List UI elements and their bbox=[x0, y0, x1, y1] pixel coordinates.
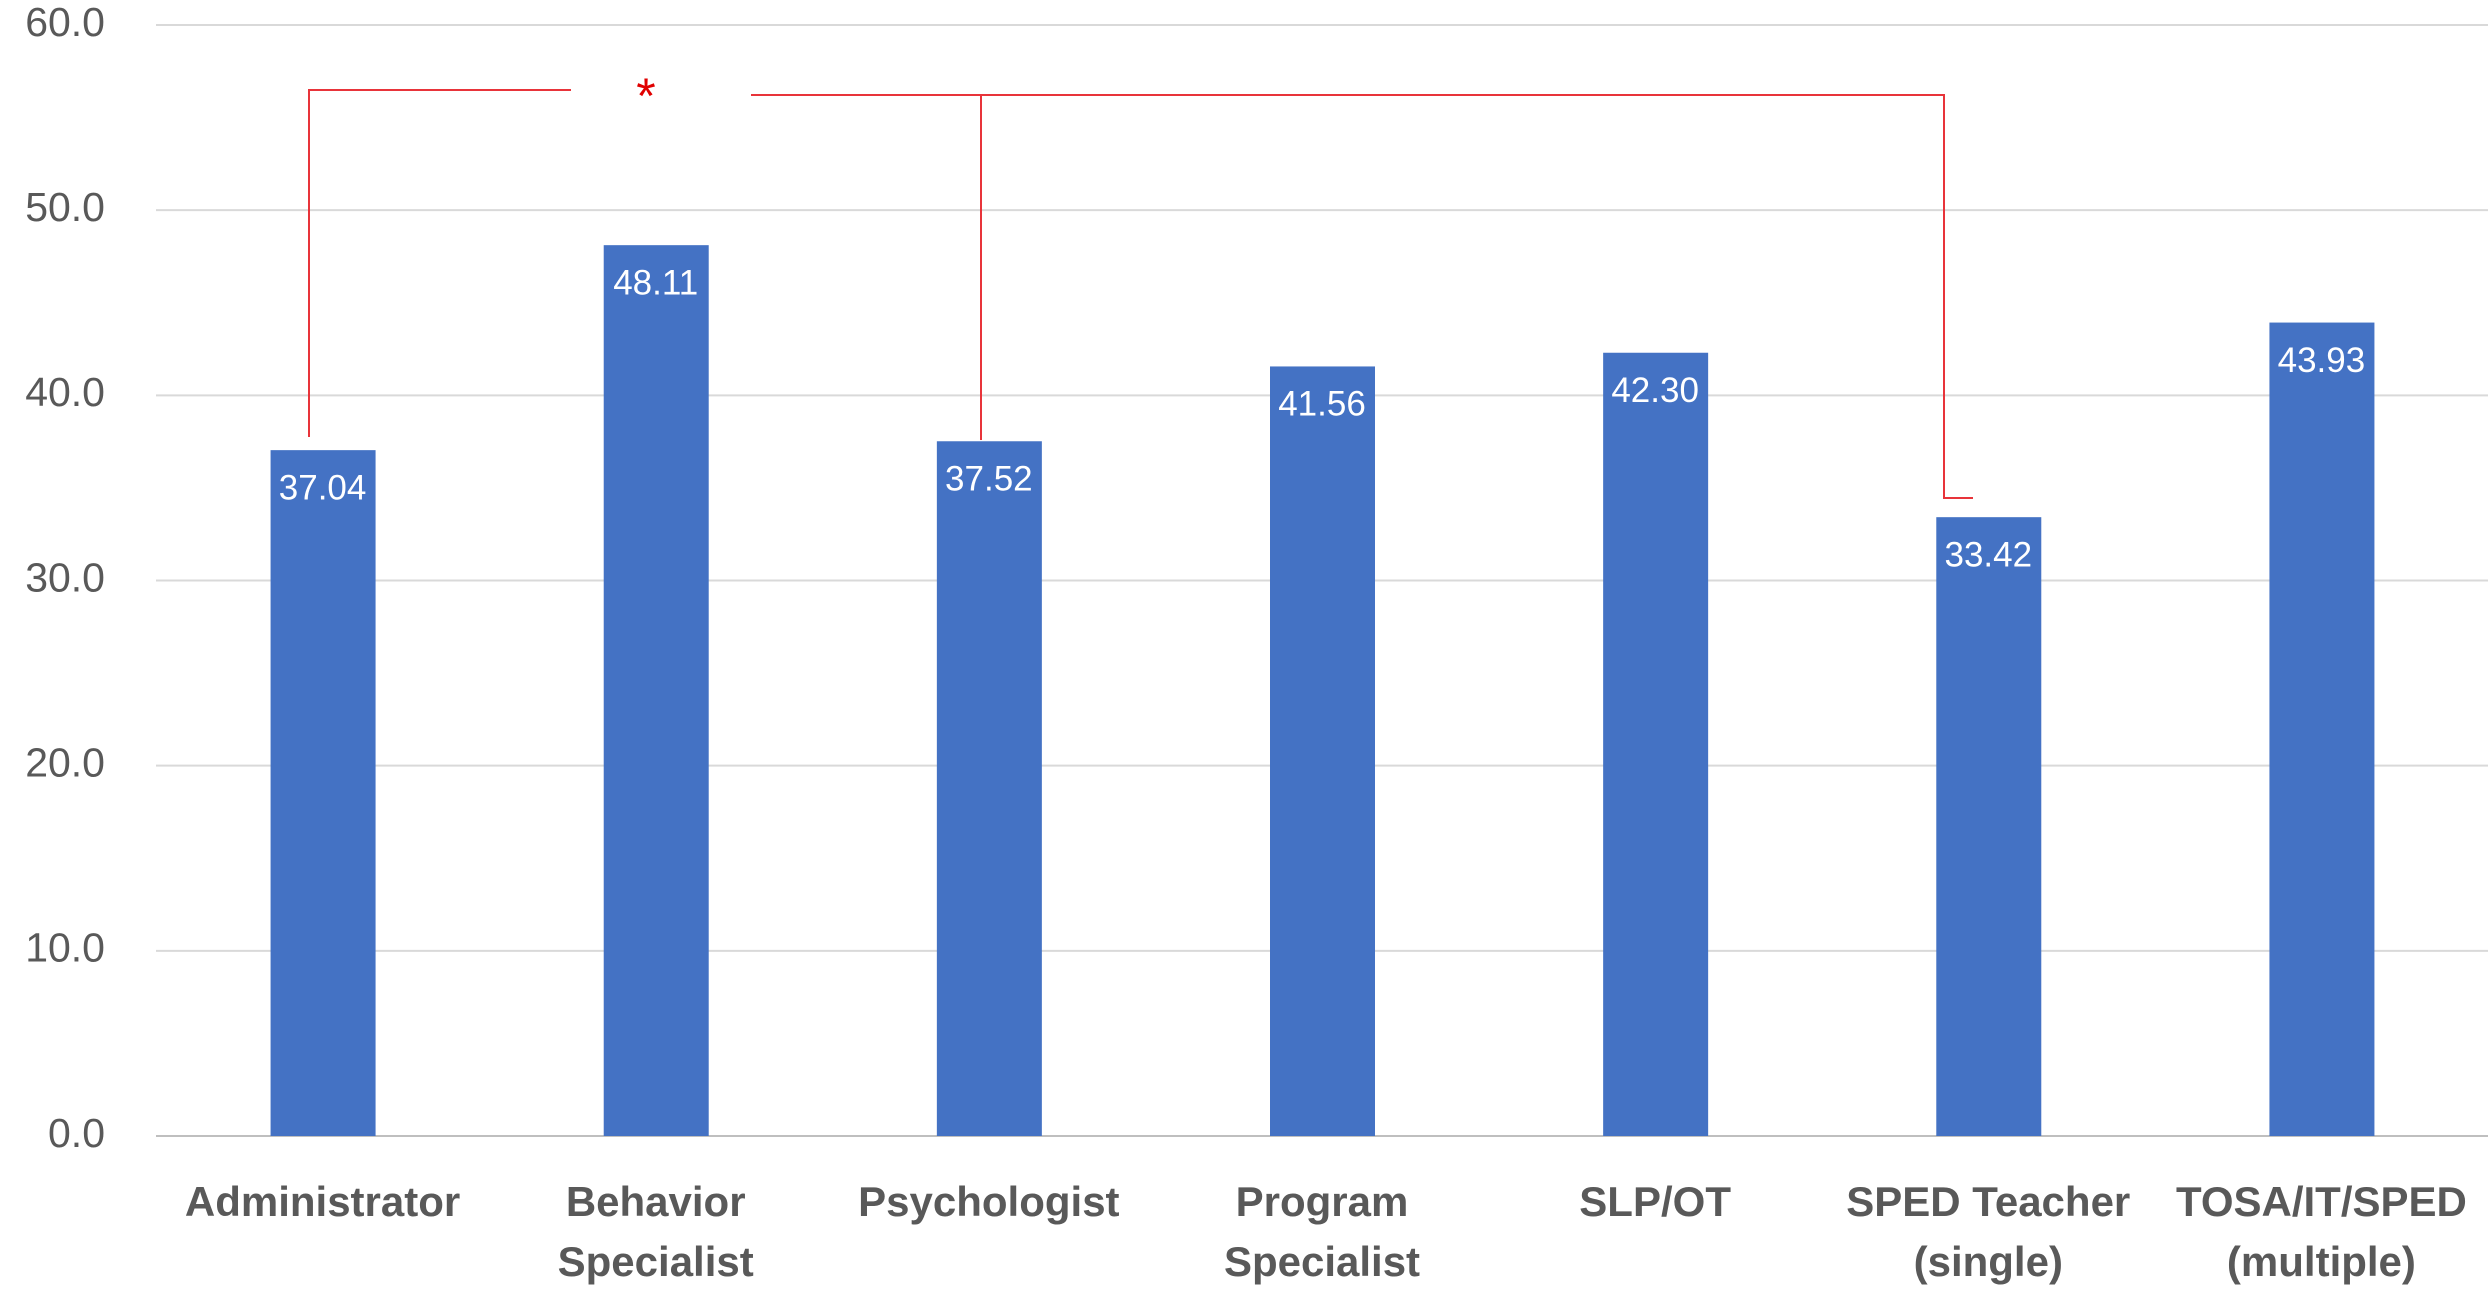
value-label: 37.52 bbox=[945, 460, 1033, 499]
y-tick-label: 0.0 bbox=[48, 1110, 105, 1156]
bar bbox=[936, 441, 1042, 1137]
bracket-line bbox=[751, 94, 1973, 499]
x-tick-label: Behavior Specialist bbox=[557, 1178, 754, 1285]
bar bbox=[2269, 322, 2375, 1136]
x-tick-label: Administrator bbox=[184, 1178, 461, 1225]
bar bbox=[1936, 517, 2042, 1136]
y-tick-label: 50.0 bbox=[25, 184, 105, 230]
y-tick-label: 60.0 bbox=[25, 0, 105, 45]
y-tick-label: 30.0 bbox=[25, 554, 105, 600]
x-tick-label: TOSA/IT/SPED (multiple) bbox=[2175, 1178, 2467, 1285]
value-label: 43.93 bbox=[2278, 341, 2366, 380]
x-tick-label: Psychologist bbox=[858, 1178, 1120, 1225]
y-tick-label: 20.0 bbox=[25, 739, 105, 785]
y-tick-label: 10.0 bbox=[25, 925, 105, 971]
plot: 0.0 10.0 20.0 30.0 40.0 50.0 60.0 37.04 48.11 37.… bbox=[25, 0, 2488, 1156]
x-tick-label: SPED Teacher (single) bbox=[1846, 1178, 2131, 1285]
value-label: 41.56 bbox=[1278, 385, 1366, 424]
annotation: * bbox=[636, 68, 655, 124]
x-tick-label: SLP/OT bbox=[1579, 1178, 1731, 1225]
bar bbox=[603, 245, 709, 1137]
bar bbox=[1603, 352, 1709, 1136]
value-label: 37.04 bbox=[279, 468, 367, 507]
significance-bracket bbox=[308, 89, 1973, 499]
bar bbox=[1270, 366, 1375, 1136]
bracket-line bbox=[308, 89, 571, 437]
value-label: 48.11 bbox=[613, 263, 698, 302]
x-tick-label: Program Specialist bbox=[1223, 1178, 1421, 1285]
value-label: 33.42 bbox=[1944, 535, 2032, 574]
bar bbox=[270, 450, 376, 1136]
y-tick-label: 40.0 bbox=[25, 369, 105, 415]
value-label: 42.30 bbox=[1611, 371, 1699, 410]
